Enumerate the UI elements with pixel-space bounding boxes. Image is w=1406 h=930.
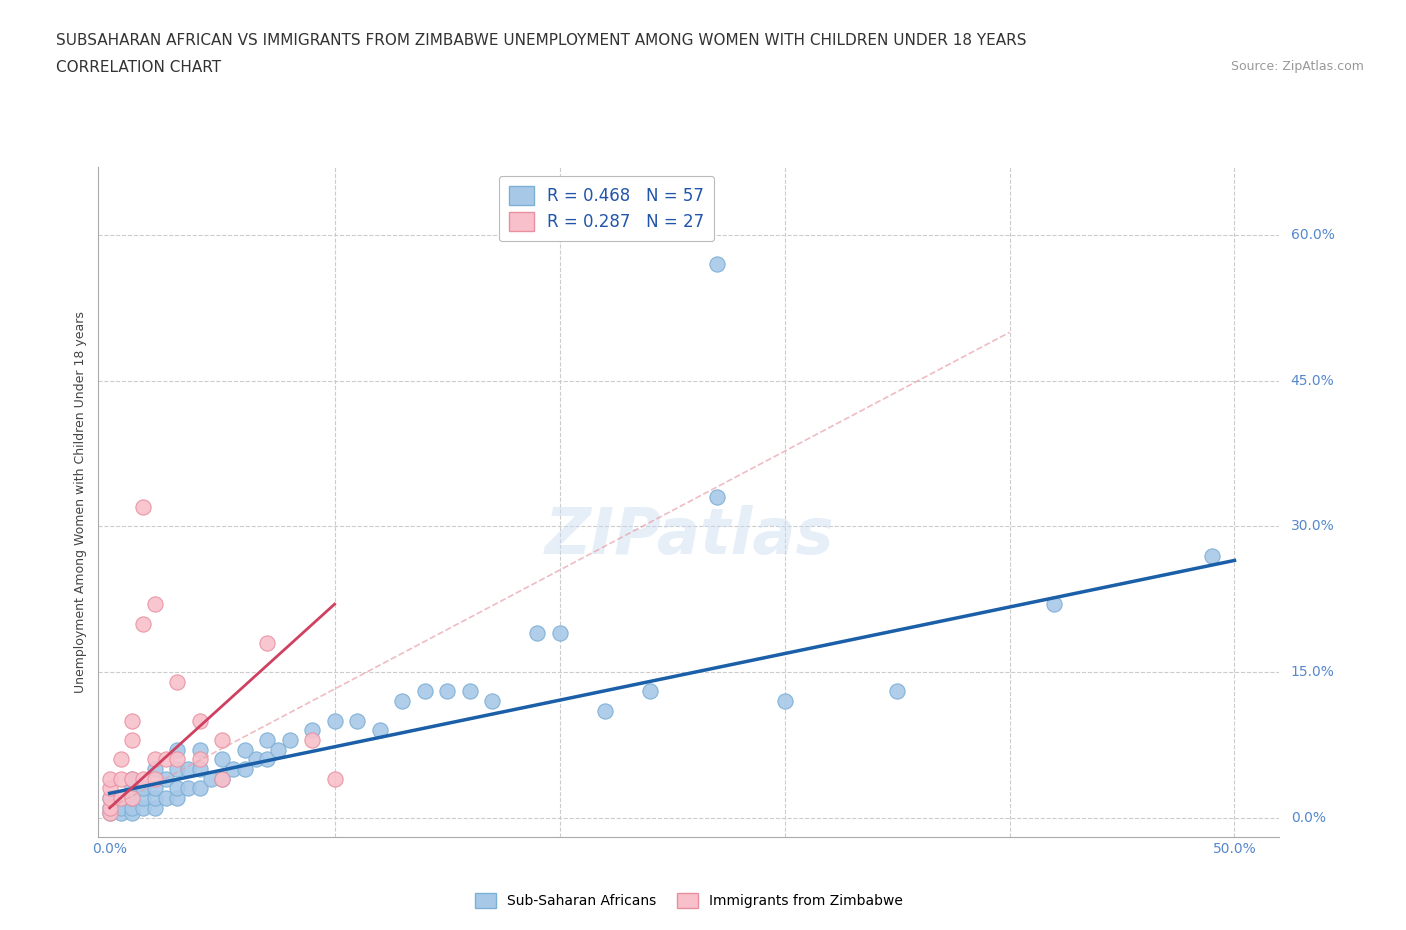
Point	[1201, 548, 1223, 563]
Text: SUBSAHARAN AFRICAN VS IMMIGRANTS FROM ZIMBABWE UNEMPLOYMENT AMONG WOMEN WITH CHI: SUBSAHARAN AFRICAN VS IMMIGRANTS FROM ZI…	[56, 33, 1026, 47]
Point	[188, 752, 211, 767]
Point	[132, 499, 155, 514]
Point	[301, 723, 323, 737]
Text: CORRELATION CHART: CORRELATION CHART	[56, 60, 221, 75]
Legend: Sub-Saharan Africans, Immigrants from Zimbabwe: Sub-Saharan Africans, Immigrants from Zi…	[470, 888, 908, 914]
Point	[222, 762, 245, 777]
Point	[706, 257, 728, 272]
Point	[773, 694, 796, 709]
Point	[98, 805, 121, 820]
Point	[188, 713, 211, 728]
Point	[211, 752, 233, 767]
Point	[98, 781, 121, 796]
Point	[245, 752, 267, 767]
Point	[188, 742, 211, 757]
Point	[256, 635, 278, 650]
Point	[886, 684, 908, 698]
Point	[121, 805, 143, 820]
Point	[593, 703, 616, 718]
Point	[121, 801, 143, 816]
Point	[132, 781, 155, 796]
Point	[166, 790, 188, 805]
Point	[323, 771, 346, 786]
Point	[200, 771, 222, 786]
Point	[155, 771, 177, 786]
Point	[211, 771, 233, 786]
Point	[132, 801, 155, 816]
Point	[278, 733, 301, 748]
Text: 45.0%: 45.0%	[1291, 374, 1334, 388]
Point	[155, 752, 177, 767]
Point	[110, 771, 132, 786]
Y-axis label: Unemployment Among Women with Children Under 18 years: Unemployment Among Women with Children U…	[73, 312, 87, 693]
Point	[188, 762, 211, 777]
Point	[121, 790, 143, 805]
Point	[143, 801, 166, 816]
Legend: R = 0.468   N = 57, R = 0.287   N = 27: R = 0.468 N = 57, R = 0.287 N = 27	[499, 176, 714, 241]
Point	[256, 733, 278, 748]
Point	[121, 790, 143, 805]
Point	[110, 790, 132, 805]
Point	[121, 781, 143, 796]
Point	[143, 597, 166, 612]
Point	[143, 762, 166, 777]
Point	[188, 781, 211, 796]
Text: 30.0%: 30.0%	[1291, 520, 1334, 534]
Point	[98, 801, 121, 816]
Point	[391, 694, 413, 709]
Point	[706, 490, 728, 505]
Point	[267, 742, 290, 757]
Point	[143, 781, 166, 796]
Point	[368, 723, 391, 737]
Point	[177, 781, 200, 796]
Point	[301, 733, 323, 748]
Point	[413, 684, 436, 698]
Point	[121, 771, 143, 786]
Point	[132, 790, 155, 805]
Point	[121, 733, 143, 748]
Point	[143, 752, 166, 767]
Text: ZIPatlas: ZIPatlas	[544, 505, 834, 566]
Point	[166, 762, 188, 777]
Point	[155, 790, 177, 805]
Point	[233, 762, 256, 777]
Point	[481, 694, 503, 709]
Point	[211, 733, 233, 748]
Point	[110, 752, 132, 767]
Point	[458, 684, 481, 698]
Point	[98, 771, 121, 786]
Point	[132, 771, 155, 786]
Point	[121, 713, 143, 728]
Point	[1043, 597, 1066, 612]
Point	[256, 752, 278, 767]
Point	[143, 771, 166, 786]
Point	[436, 684, 458, 698]
Point	[110, 801, 132, 816]
Point	[121, 771, 143, 786]
Text: 60.0%: 60.0%	[1291, 229, 1334, 243]
Point	[143, 790, 166, 805]
Point	[98, 790, 121, 805]
Point	[110, 805, 132, 820]
Point	[638, 684, 661, 698]
Point	[132, 616, 155, 631]
Point	[177, 762, 200, 777]
Point	[346, 713, 368, 728]
Point	[166, 781, 188, 796]
Point	[166, 752, 188, 767]
Point	[211, 771, 233, 786]
Point	[98, 790, 121, 805]
Point	[98, 801, 121, 816]
Point	[526, 626, 548, 641]
Point	[166, 742, 188, 757]
Point	[166, 674, 188, 689]
Point	[98, 805, 121, 820]
Point	[233, 742, 256, 757]
Text: 15.0%: 15.0%	[1291, 665, 1334, 679]
Text: 0.0%: 0.0%	[1291, 811, 1326, 825]
Point	[323, 713, 346, 728]
Point	[548, 626, 571, 641]
Text: Source: ZipAtlas.com: Source: ZipAtlas.com	[1230, 60, 1364, 73]
